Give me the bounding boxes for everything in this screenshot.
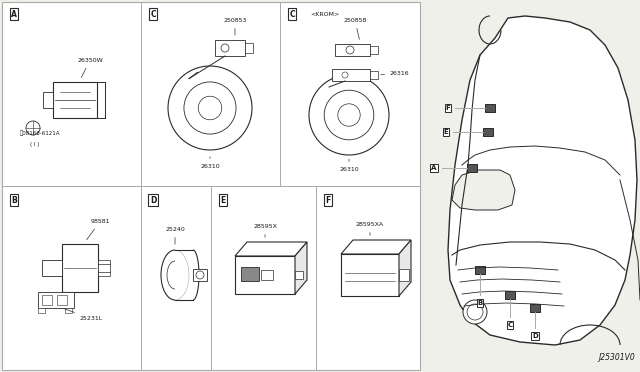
Polygon shape <box>295 242 307 294</box>
Text: F: F <box>325 196 331 205</box>
Text: 26316: 26316 <box>381 71 410 76</box>
Text: C: C <box>289 10 295 19</box>
Text: 28595XA: 28595XA <box>356 222 384 235</box>
Bar <box>53 82 97 118</box>
Bar <box>295 271 303 279</box>
Bar <box>98 260 110 276</box>
Text: 26310: 26310 <box>200 157 220 169</box>
Bar <box>245 43 253 53</box>
Bar <box>193 269 207 281</box>
Bar <box>341 254 399 296</box>
Circle shape <box>463 300 487 324</box>
Bar <box>483 128 493 136</box>
Text: A: A <box>11 10 17 19</box>
Text: 28595X: 28595X <box>253 224 277 237</box>
Bar <box>42 295 52 305</box>
Text: B: B <box>477 300 483 306</box>
Bar <box>62 244 98 292</box>
Text: F: F <box>445 105 451 111</box>
Bar <box>370 46 378 54</box>
Bar <box>38 308 45 313</box>
Circle shape <box>346 46 354 54</box>
Polygon shape <box>399 240 411 296</box>
Bar <box>467 164 477 172</box>
Text: J25301V0: J25301V0 <box>598 353 635 362</box>
Text: 250858: 250858 <box>343 18 367 39</box>
Bar <box>235 256 295 294</box>
Text: D: D <box>150 196 156 205</box>
Text: A: A <box>431 165 436 171</box>
Circle shape <box>221 44 229 52</box>
Text: B: B <box>11 196 17 205</box>
Bar <box>57 295 67 305</box>
Text: Ⓝ08168-6121A: Ⓝ08168-6121A <box>20 131 61 136</box>
Circle shape <box>309 75 389 155</box>
Text: 98581: 98581 <box>86 219 109 240</box>
Bar <box>65 308 72 313</box>
Text: 25240: 25240 <box>165 227 185 244</box>
Text: D: D <box>532 333 538 339</box>
Circle shape <box>26 121 40 135</box>
Circle shape <box>338 104 360 126</box>
Polygon shape <box>235 242 307 256</box>
Bar <box>475 266 485 274</box>
Bar <box>241 267 259 281</box>
Bar <box>370 71 378 79</box>
Bar <box>505 291 515 299</box>
Bar <box>215 40 245 56</box>
Circle shape <box>198 96 222 120</box>
Text: C: C <box>508 322 513 328</box>
Text: 26310: 26310 <box>339 159 359 172</box>
Text: C: C <box>150 10 156 19</box>
Circle shape <box>196 271 204 279</box>
Bar <box>2 2 420 370</box>
Bar <box>530 304 540 312</box>
Bar <box>332 69 370 81</box>
Bar <box>261 270 273 280</box>
Bar <box>485 104 495 112</box>
Text: 25231L: 25231L <box>65 309 103 321</box>
Bar <box>38 292 74 308</box>
Text: E: E <box>444 129 449 135</box>
Text: 26350W: 26350W <box>77 58 103 77</box>
Bar <box>399 269 409 281</box>
Circle shape <box>467 304 483 320</box>
Text: <KROM>: <KROM> <box>310 12 339 16</box>
Bar <box>335 44 370 56</box>
Circle shape <box>342 72 348 78</box>
Polygon shape <box>452 170 515 210</box>
Bar <box>42 260 62 276</box>
Circle shape <box>184 82 236 134</box>
Polygon shape <box>448 16 637 345</box>
Text: 250853: 250853 <box>223 18 247 35</box>
Bar <box>43 92 53 108</box>
Circle shape <box>324 90 374 140</box>
Text: ( I ): ( I ) <box>30 142 40 147</box>
Circle shape <box>168 66 252 150</box>
Text: E: E <box>220 196 226 205</box>
Polygon shape <box>341 240 411 254</box>
